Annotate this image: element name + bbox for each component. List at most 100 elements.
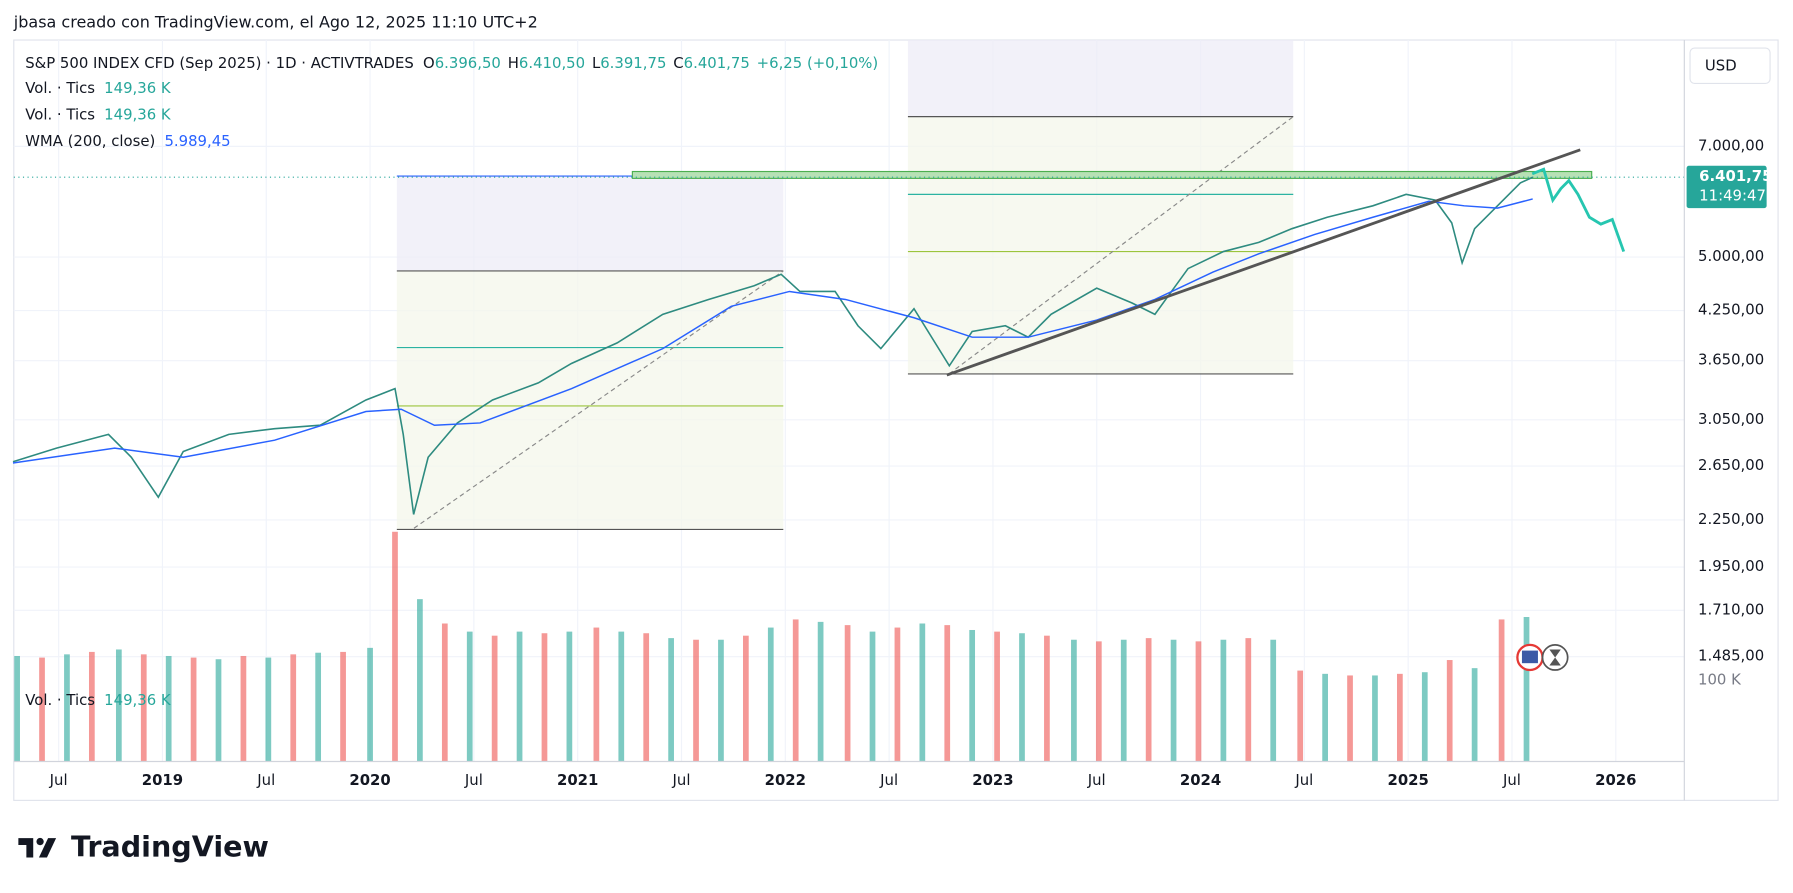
volume-bar (190, 657, 197, 762)
volume-bar (64, 654, 70, 762)
fib-zone (396, 176, 784, 271)
volume-name: Vol. · Tics (25, 691, 95, 709)
volume-value: 149,36 K (104, 691, 172, 709)
logo: TradingView (18, 829, 269, 863)
x-tick-label: Jul (672, 771, 691, 789)
x-tick-label: 2021 (557, 771, 598, 789)
y-tick-label: 7.000,00 (1698, 136, 1764, 154)
x-tick-label: 2025 (1387, 771, 1428, 789)
volume-bar (417, 599, 423, 762)
volume-bar (1523, 617, 1530, 762)
indicator-name: Vol. · Tics (25, 79, 95, 97)
volume-bar (944, 625, 951, 762)
resistance-zone (631, 170, 1593, 179)
volume-bar (1245, 638, 1252, 762)
ohlc-label: O (423, 54, 435, 72)
volume-bar (441, 623, 448, 762)
volume-bar (88, 651, 95, 762)
volume-bar (1347, 675, 1353, 762)
volume-bar (1297, 670, 1304, 762)
volume-bar (1044, 635, 1050, 762)
fib-zone (907, 40, 1294, 117)
volume-bar (340, 651, 346, 762)
indicator-value: 5.989,45 (164, 132, 230, 150)
volume-bar (718, 639, 724, 762)
volume-bar (1270, 639, 1277, 762)
volume-tick-label: 100 K (1698, 670, 1742, 688)
last-price: 6.401,75 (1699, 167, 1772, 185)
ohlc-value: 6.396,50 (435, 54, 501, 72)
volume-bar (593, 627, 600, 762)
forecast-path (1531, 167, 1626, 253)
logo-mark (38, 838, 57, 858)
volume-bar (1145, 638, 1152, 762)
currency: USD (1705, 56, 1737, 74)
y-tick-label: 4.250,00 (1698, 301, 1764, 319)
indicator-name: Vol. · Tics (25, 105, 95, 123)
y-tick-label: 5.000,00 (1698, 247, 1764, 265)
volume-bar (1071, 639, 1077, 762)
volume-bar (14, 655, 20, 762)
volume-bar (1095, 641, 1102, 762)
volume-bar (290, 654, 297, 762)
price-line (12, 176, 1534, 515)
volume-bar (1195, 641, 1202, 762)
y-tick-label: 2.650,00 (1698, 456, 1764, 474)
hourglass-icon (1549, 649, 1561, 666)
volume-bar (315, 652, 322, 762)
y-tick-label: 1.485,00 (1698, 647, 1764, 665)
x-tick-label: 2026 (1595, 771, 1636, 789)
wma-line (12, 198, 1533, 464)
volume-bar (165, 655, 172, 762)
volume-bar (1322, 673, 1328, 762)
volume-bar (743, 635, 749, 762)
price-badge (1686, 165, 1767, 209)
change: +6,25 (+0,10%) (757, 54, 879, 72)
volume-bar (466, 631, 473, 762)
volume-bar (115, 649, 122, 762)
currency-button[interactable] (1689, 47, 1771, 85)
volume-bar (39, 657, 45, 762)
drawings-top (946, 148, 1626, 672)
ohlc-label: C (673, 54, 683, 72)
x-tick-label: Jul (1294, 771, 1313, 789)
x-tick-label: 2023 (972, 771, 1013, 789)
x-tick-label: Jul (464, 771, 483, 789)
volume-bar (994, 631, 1000, 762)
x-tick-label: 2020 (349, 771, 390, 789)
volume-bar (869, 631, 876, 762)
volume-bar (541, 633, 548, 762)
x-tick-label: Jul (256, 771, 275, 789)
indicator-name: WMA (200, close) (25, 132, 155, 150)
fib-diagonal (413, 270, 784, 529)
volume-bar (491, 635, 498, 762)
event-icon[interactable] (1541, 644, 1569, 671)
ohlc-value: 6.391,75 (600, 54, 666, 72)
countdown: 11:49:47 (1699, 187, 1766, 205)
plot (12, 176, 1534, 515)
brand: TradingView (71, 829, 269, 863)
ohlc-value: 6.401,75 (684, 54, 750, 72)
flag-icon (1521, 650, 1538, 664)
volume-bar (1019, 633, 1025, 762)
x-tick-label: 2022 (765, 771, 806, 789)
indicator-legend: WMA (200, close) 5.989,45 (25, 132, 230, 150)
volume-bar (668, 638, 674, 762)
volume-bar (792, 619, 799, 762)
trend-line (946, 148, 1581, 377)
volume-bar (1170, 639, 1177, 762)
volume-bar (215, 659, 222, 762)
drawings (13, 40, 1685, 530)
y-tick-label: 3.650,00 (1698, 351, 1764, 369)
logo-mark (36, 837, 44, 846)
volume-bar (767, 627, 774, 762)
volume-bar (1220, 639, 1227, 762)
volume-bar (817, 621, 824, 762)
indicator-legend: Vol. · Tics 149,36 K (25, 105, 172, 123)
x-tick-label: Jul (1087, 771, 1106, 789)
volume-bar (1446, 660, 1453, 762)
volume-bar (618, 631, 625, 762)
y-tick-label: 2.250,00 (1698, 510, 1764, 528)
